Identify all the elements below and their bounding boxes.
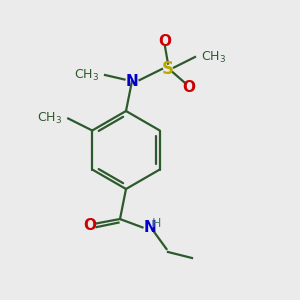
Text: O: O: [182, 80, 196, 94]
Text: CH$_3$: CH$_3$: [201, 50, 226, 64]
Text: N: N: [126, 74, 138, 88]
Text: O: O: [158, 34, 172, 50]
Text: CH$_3$: CH$_3$: [37, 111, 62, 126]
Text: N: N: [144, 220, 156, 236]
Text: O: O: [83, 218, 97, 232]
Text: H: H: [152, 217, 161, 230]
Text: CH$_3$: CH$_3$: [74, 68, 99, 82]
Text: S: S: [162, 60, 174, 78]
